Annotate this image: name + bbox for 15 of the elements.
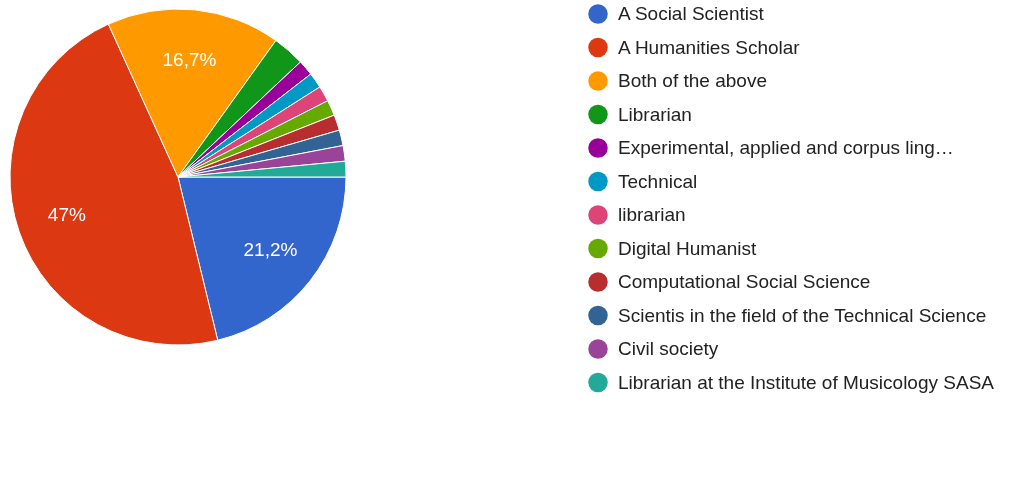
legend-label: Computational Social Science bbox=[618, 271, 871, 292]
legend-label: Experimental, applied and corpus ling… bbox=[618, 137, 954, 158]
legend-label: Both of the above bbox=[618, 70, 767, 91]
legend-label: Technical bbox=[618, 170, 698, 192]
legend-label: Civil society bbox=[618, 338, 719, 359]
legend-label: Digital Humanist bbox=[618, 237, 758, 259]
data-label: 47% bbox=[47, 204, 86, 226]
legend-label: librarian bbox=[618, 204, 686, 225]
legend-label: Librarian at the Institute of Musicology SASA bbox=[618, 371, 995, 393]
legend-label: A Social Scientist bbox=[618, 3, 765, 24]
data-label: 16,7% bbox=[162, 48, 217, 70]
legend-label: Scientis in the field of the Technical Science bbox=[618, 304, 987, 326]
legend-label: A Humanities Scholar bbox=[618, 36, 801, 58]
data-label: 21,2% bbox=[243, 238, 298, 260]
legend-label: Librarian bbox=[618, 103, 692, 125]
